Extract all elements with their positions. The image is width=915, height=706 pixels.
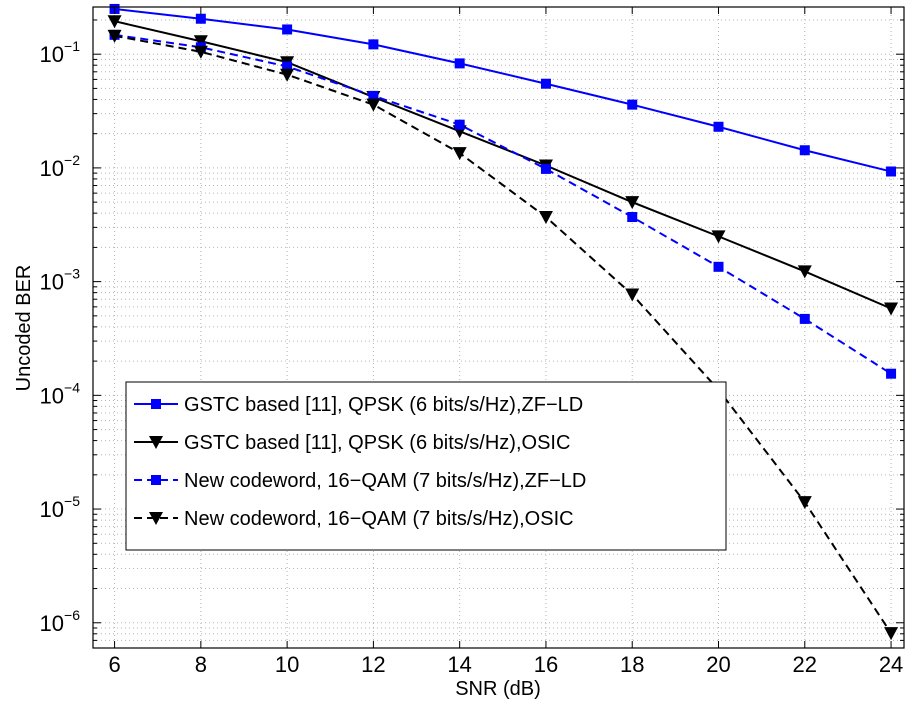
legend-box xyxy=(125,381,727,551)
data-point-triangle xyxy=(149,512,163,525)
plot-area xyxy=(93,7,904,648)
series-line xyxy=(114,20,892,310)
data-point-triangle xyxy=(625,288,640,302)
data-point-square xyxy=(540,163,551,174)
data-point-square xyxy=(454,119,465,130)
axis-ticks xyxy=(93,7,904,649)
x-tick-label: 22 xyxy=(793,652,817,677)
data-point-triangle xyxy=(797,496,812,510)
data-point-square xyxy=(627,212,638,223)
x-tick-label: 20 xyxy=(706,652,730,677)
y-tick-label: 10−1 xyxy=(40,38,81,67)
y-tick-label: 10−5 xyxy=(40,493,81,522)
series-line xyxy=(114,34,892,634)
y-tick-label: 10−6 xyxy=(40,607,81,636)
data-point-triangle xyxy=(149,436,163,449)
y-tick-label: 10−3 xyxy=(40,266,81,295)
x-axis-label: SNR (dB) xyxy=(455,678,541,700)
data-point-triangle xyxy=(884,627,899,641)
data-point-triangle xyxy=(625,196,640,210)
x-tick-label: 8 xyxy=(195,652,207,677)
data-point-square xyxy=(627,99,638,110)
data-point-triangle xyxy=(538,211,553,225)
data-point-triangle xyxy=(711,230,726,244)
data-point-square xyxy=(713,261,724,272)
data-point-square xyxy=(540,78,551,89)
series-line xyxy=(114,7,892,173)
y-tick-label: 10−2 xyxy=(40,152,81,181)
x-tick-labels: 6 8 10 12 14 16 18 20 22 24 xyxy=(108,652,903,677)
data-point-square xyxy=(454,58,465,69)
plot-frame xyxy=(92,6,905,649)
series-layer xyxy=(107,3,899,641)
x-tick-label: 10 xyxy=(275,652,299,677)
x-tick-label: 6 xyxy=(108,652,120,677)
data-point-triangle xyxy=(797,265,812,279)
x-tick-label: 24 xyxy=(879,652,903,677)
data-point-square xyxy=(886,368,897,379)
x-tick-label: 16 xyxy=(534,652,558,677)
y-axis-label: Uncoded BER xyxy=(13,265,35,392)
data-point-square xyxy=(799,145,810,156)
x-tick-label: 18 xyxy=(620,652,644,677)
y-tick-label: 10−4 xyxy=(40,379,81,408)
data-point-square xyxy=(799,313,810,324)
data-point-triangle xyxy=(107,15,122,29)
legend-label: New codeword, 16−QAM (7 bits/s/Hz),OSIC xyxy=(184,508,574,530)
legend-label: GSTC based [11], QPSK (6 bits/s/Hz),OSIC xyxy=(184,432,570,454)
data-point-square xyxy=(151,399,161,409)
series-line xyxy=(114,33,892,375)
data-point-triangle xyxy=(280,68,295,82)
data-point-triangle xyxy=(107,29,122,43)
legend-label: New codeword, 16−QAM (7 bits/s/Hz),ZF−LD xyxy=(184,470,586,492)
data-point-square xyxy=(195,13,206,24)
data-point-triangle xyxy=(193,45,208,59)
data-point-square xyxy=(713,121,724,132)
data-point-triangle xyxy=(452,147,467,161)
series-group xyxy=(107,29,899,641)
data-point-triangle xyxy=(193,35,208,49)
y-tick-labels: 10−1 10−2 10−3 10−4 10−5 10−6 xyxy=(40,38,81,636)
series-group xyxy=(109,3,897,177)
data-point-triangle xyxy=(366,98,381,112)
data-point-square xyxy=(282,24,293,35)
x-tick-label: 14 xyxy=(447,652,471,677)
legend-label: GSTC based [11], QPSK (6 bits/s/Hz),ZF−L… xyxy=(184,394,583,416)
grid xyxy=(93,7,904,649)
data-point-triangle xyxy=(884,302,899,316)
data-point-square xyxy=(282,61,293,72)
legend: GSTC based [11], QPSK (6 bits/s/Hz),ZF−L… xyxy=(125,381,727,551)
data-point-square xyxy=(151,475,161,485)
data-point-square xyxy=(886,166,897,177)
data-point-square xyxy=(368,90,379,101)
x-tick-label: 12 xyxy=(361,652,385,677)
data-point-square xyxy=(368,39,379,50)
